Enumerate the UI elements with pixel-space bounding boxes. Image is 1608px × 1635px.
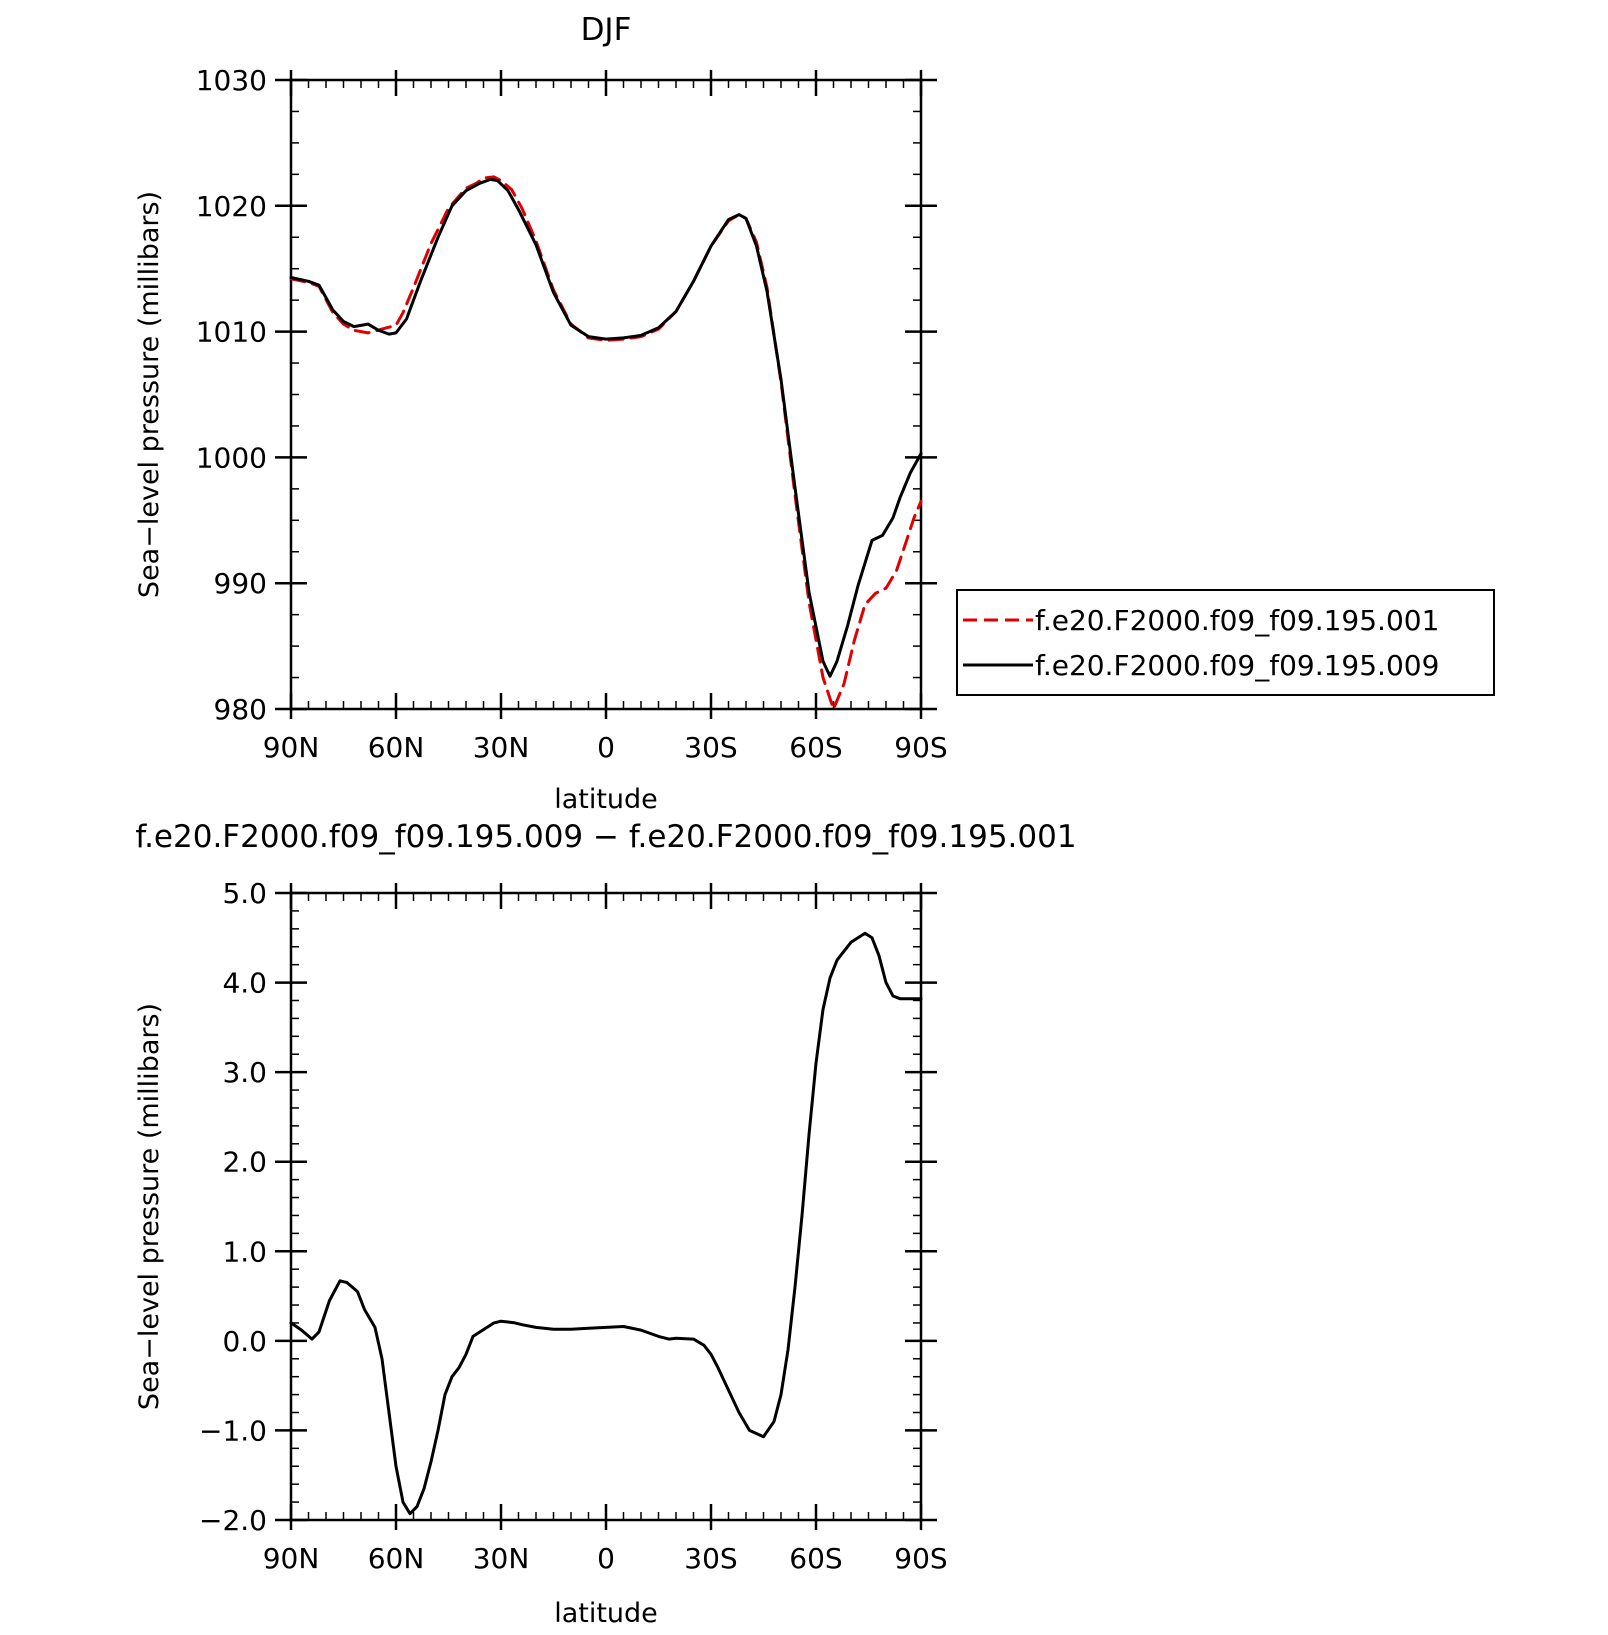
x-tick-label: 60S (789, 1542, 842, 1575)
x-tick-label: 30N (473, 1542, 530, 1575)
x-axis-label: latitude (554, 1598, 658, 1629)
x-tick-label: 60S (789, 731, 842, 764)
y-tick-label: 990 (214, 567, 267, 600)
plot-frame (289, 78, 923, 711)
series-line-1 (289, 175, 923, 711)
x-tick-label: 60N (368, 1542, 425, 1575)
y-tick-label: 1020 (196, 190, 267, 223)
y-tick-label: 1.0 (222, 1235, 267, 1268)
chart-title: DJF (581, 12, 632, 48)
x-tick-label: 30S (684, 731, 737, 764)
x-tick-label: 90N (263, 731, 320, 764)
y-tick-label: 980 (214, 693, 267, 726)
chart-panel-1: DJF 90N 60N 30N 0 30S 60S 90S 980 990 1000 1010 1020… (134, 12, 1495, 815)
y-tick-label: 1000 (196, 441, 267, 474)
series-line-2 (289, 177, 923, 678)
y-tick-label: 2.0 (222, 1146, 267, 1179)
y-tick-label: −2.0 (199, 1504, 267, 1537)
legend-label-2: f.e20.F2000.f09_f09.195.009 (1035, 649, 1439, 682)
x-tick-label: 30S (684, 1542, 737, 1575)
y-tick-label: 1030 (196, 64, 267, 97)
y-tick-label: 1010 (196, 316, 267, 349)
y-axis-label: Sea−level pressure (millibars) (134, 191, 165, 598)
x-tick-label: 30N (473, 731, 530, 764)
x-tick-label: 90S (894, 1542, 947, 1575)
legend-label-1: f.e20.F2000.f09_f09.195.001 (1035, 604, 1439, 637)
y-tick-label: −1.0 (199, 1414, 267, 1447)
legend-box (956, 589, 1495, 696)
x-tick-label: 0 (597, 731, 615, 764)
legend: f.e20.F2000.f09_f09.195.001 f.e20.F2000.f… (956, 589, 1495, 696)
y-axis-label: Sea−level pressure (millibars) (134, 1003, 165, 1410)
x-axis-label: latitude (554, 784, 658, 815)
y-tick-label: 0.0 (222, 1325, 267, 1358)
chart-panel-2: f.e20.F2000.f09_f09.195.009 − f.e20.F200… (134, 819, 1077, 1629)
x-tick-label: 60N (368, 731, 425, 764)
y-tick-label: 5.0 (222, 877, 267, 910)
x-tick-label: 0 (597, 1542, 615, 1575)
x-tick-label: 90S (894, 731, 947, 764)
x-tick-label: 90N (263, 1542, 320, 1575)
y-tick-label: 4.0 (222, 967, 267, 1000)
y-tick-label: 3.0 (222, 1056, 267, 1089)
series-line-1 (289, 931, 923, 1516)
chart-title: f.e20.F2000.f09_f09.195.009 − f.e20.F200… (135, 819, 1076, 855)
